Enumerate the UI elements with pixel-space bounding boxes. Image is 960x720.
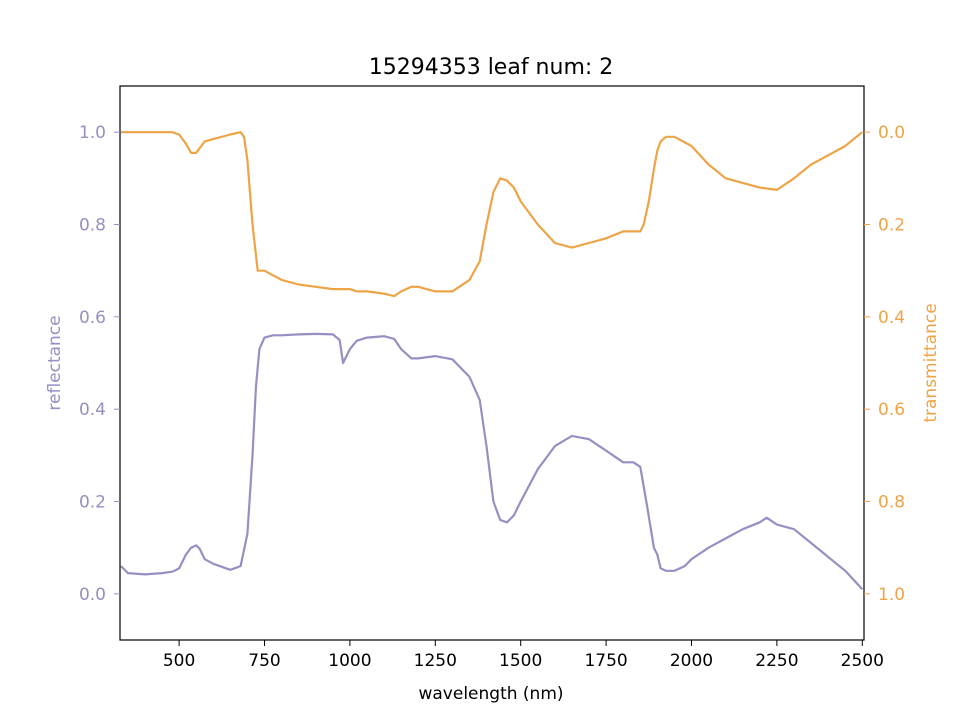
- y-right-tick-label-0.4: 0.4: [878, 308, 905, 328]
- y-left-tick-label-1.0: 1.0: [79, 123, 106, 143]
- x-tick-label-1000: 1000: [328, 651, 371, 671]
- x-tick-label-2500: 2500: [841, 651, 884, 671]
- x-axis: 500 750 1000 1250 1500 1750 2000 2250 2500: [163, 640, 884, 671]
- y-left-tick-label-0.8: 0.8: [79, 216, 106, 236]
- x-tick-label-2250: 2250: [755, 651, 798, 671]
- y-right-tick-label-0.8: 0.8: [878, 493, 905, 513]
- y-axis-label-right: transmittance: [921, 303, 941, 422]
- x-tick-label-1250: 1250: [414, 651, 457, 671]
- x-tick-label-750: 750: [248, 651, 280, 671]
- chart-title: 15294353 leaf num: 2: [369, 55, 614, 80]
- y-axis-left: 0.0 0.2 0.4 0.6 0.8 1.0: [79, 123, 120, 605]
- y-left-tick-label-0.4: 0.4: [79, 400, 106, 420]
- y-right-tick-label-0.6: 0.6: [878, 400, 905, 420]
- series-line-transmittance: [121, 131, 863, 298]
- x-tick-label-1500: 1500: [499, 651, 542, 671]
- x-tick-label-500: 500: [163, 651, 195, 671]
- y-right-tick-label-0.0: 0.0: [878, 123, 905, 143]
- series-line-reflectance: [120, 332, 864, 590]
- y-axis-right: 0.0 0.2 0.4 0.6 0.8 1.0: [864, 123, 905, 605]
- y-right-tick-label-1.0: 1.0: [878, 585, 905, 605]
- y-left-tick-label-0.2: 0.2: [79, 493, 106, 513]
- x-tick-label-2000: 2000: [670, 651, 713, 671]
- y-left-tick-label-0.0: 0.0: [79, 585, 106, 605]
- plot-frame: [119, 85, 865, 641]
- y-right-tick-label-0.2: 0.2: [878, 216, 905, 236]
- plot-lines: [120, 131, 864, 590]
- x-tick-label-1750: 1750: [584, 651, 627, 671]
- x-axis-label: wavelength (nm): [418, 684, 563, 704]
- y-axis-label-left: reflectance: [45, 315, 65, 410]
- y-left-tick-label-0.6: 0.6: [79, 308, 106, 328]
